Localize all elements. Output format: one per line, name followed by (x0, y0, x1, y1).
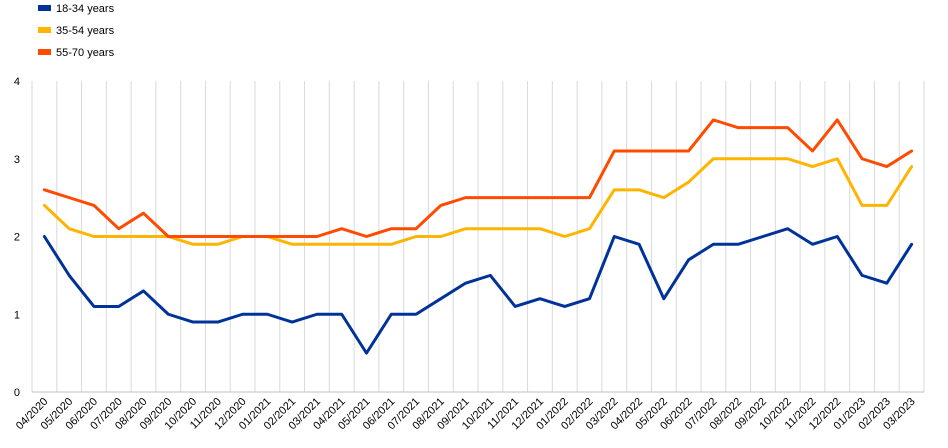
series-line-3 (42, 118, 914, 238)
series-line-2 (42, 157, 914, 246)
y-tick-label: 3 (14, 154, 20, 166)
grid-lines (31, 81, 925, 392)
y-tick-label: 0 (14, 387, 20, 399)
legend-swatch (38, 5, 51, 11)
legend-label: 35-54 years (56, 25, 115, 37)
y-tick-label: 4 (14, 76, 20, 88)
x-axis-ticks: 04/202005/202006/202007/202008/202009/20… (14, 396, 918, 433)
y-axis-ticks: 0 1 2 3 4 (14, 76, 20, 399)
legend: 18-34 years 35-54 years 55-70 years (38, 3, 115, 59)
y-tick-label: 1 (14, 309, 20, 321)
series-group (42, 118, 914, 355)
legend-label: 18-34 years (56, 3, 115, 15)
y-tick-label: 2 (14, 232, 20, 244)
legend-swatch (38, 27, 51, 33)
legend-label: 55-70 years (56, 47, 115, 59)
series-line-1 (42, 227, 914, 355)
legend-swatch (38, 49, 51, 55)
